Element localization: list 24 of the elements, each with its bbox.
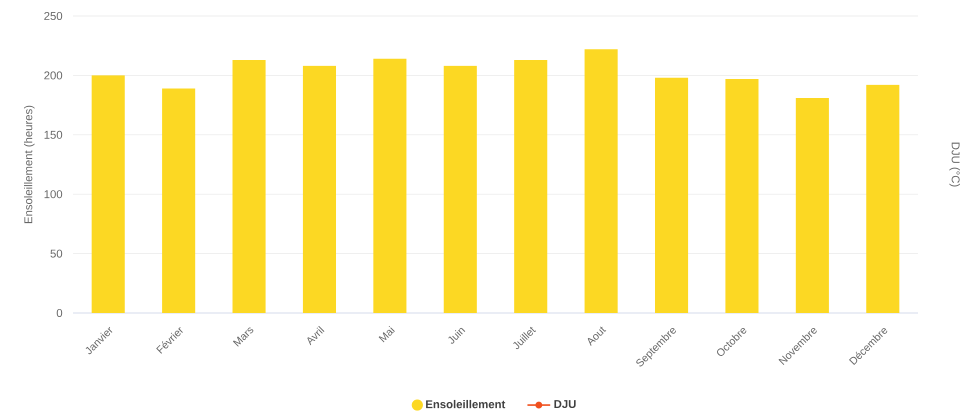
legend-label: Ensoleillement: [426, 400, 506, 408]
x-tick-label: Juin: [448, 328, 466, 344]
bar: [92, 75, 125, 313]
y-tick-label: 150: [44, 130, 62, 139]
y-tick-label: 100: [44, 190, 62, 198]
y-tick-label: 200: [44, 71, 62, 80]
y2-axis-title: DJU (°C): [949, 142, 960, 186]
y-tick-label: 50: [50, 250, 62, 258]
bar: [796, 98, 829, 313]
y-tick-label: 250: [44, 12, 62, 20]
bar: [866, 84, 900, 313]
bar: [725, 78, 759, 313]
y-tick-label: 0: [56, 308, 62, 317]
bar: [514, 60, 548, 313]
bar: [444, 66, 477, 313]
bar: [654, 78, 688, 313]
bar: [373, 58, 406, 313]
y-axis-title: Ensoleillement (heures): [24, 106, 35, 224]
bar: [584, 49, 618, 313]
bar: [232, 60, 266, 313]
x-tick-label: Mai: [378, 326, 395, 342]
bar: [162, 88, 196, 313]
bar: [302, 66, 336, 313]
legend-label: DJU: [554, 400, 576, 408]
